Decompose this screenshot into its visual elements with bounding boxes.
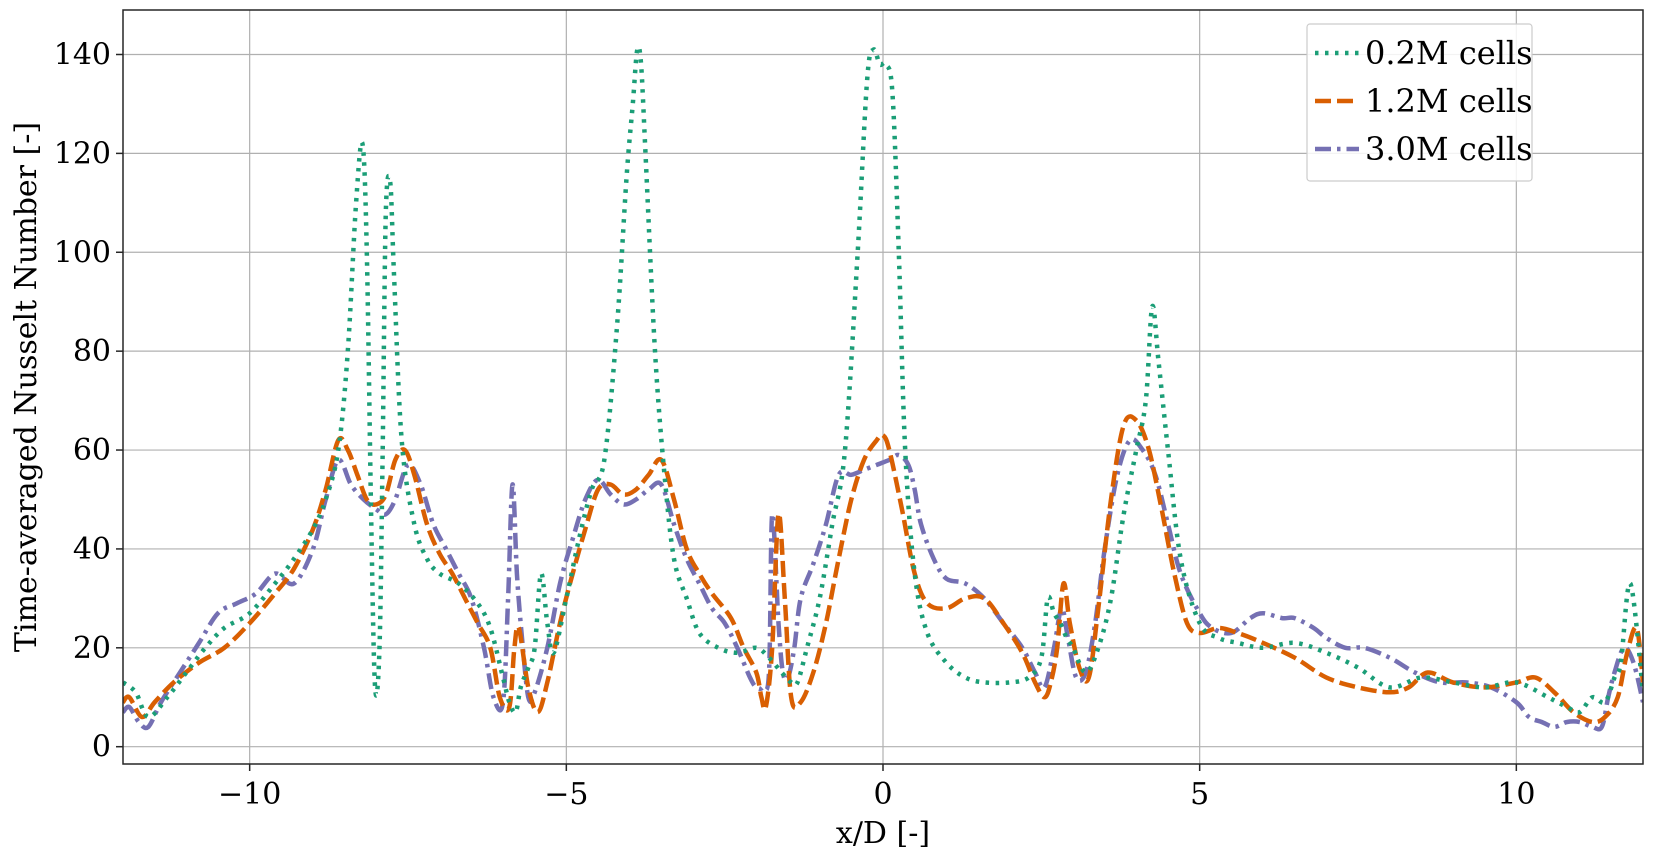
- y-tick-label: 60: [73, 433, 111, 468]
- series-line-0-2m-cells: [123, 44, 1643, 720]
- legend: 0.2M cells 1.2M cells 3.0M cells: [1306, 23, 1533, 182]
- y-tick-label: 120: [54, 136, 111, 171]
- legend-label: 0.2M cells: [1365, 34, 1533, 72]
- y-tick-label: 80: [73, 334, 111, 369]
- x-tick-label: 5: [1190, 777, 1209, 812]
- legend-label: 1.2M cells: [1365, 82, 1533, 120]
- y-axis-ticks: 0 20 40 60 80 100 120 140: [54, 37, 123, 765]
- y-tick-label: 40: [73, 532, 111, 567]
- x-tick-label: 10: [1497, 777, 1535, 812]
- x-tick-label: 0: [873, 777, 892, 812]
- x-axis-ticks: −10 −5 0 5 10: [218, 764, 1535, 812]
- x-tick-label: −5: [544, 777, 588, 812]
- y-tick-label: 100: [54, 235, 111, 270]
- series-line-1-2m-cells: [123, 414, 1643, 725]
- x-axis-title: x/D [-]: [836, 816, 930, 851]
- grid: [123, 10, 1643, 764]
- y-tick-label: 140: [54, 37, 111, 72]
- y-tick-label: 20: [73, 631, 111, 666]
- legend-label: 3.0M cells: [1365, 130, 1533, 168]
- x-tick-label: −10: [218, 777, 281, 812]
- y-axis-title: Time-averaged Nusselt Number [-]: [9, 122, 44, 652]
- legend-box: [1306, 23, 1533, 182]
- series-layer: [123, 44, 1643, 732]
- y-tick-label: 0: [92, 730, 111, 765]
